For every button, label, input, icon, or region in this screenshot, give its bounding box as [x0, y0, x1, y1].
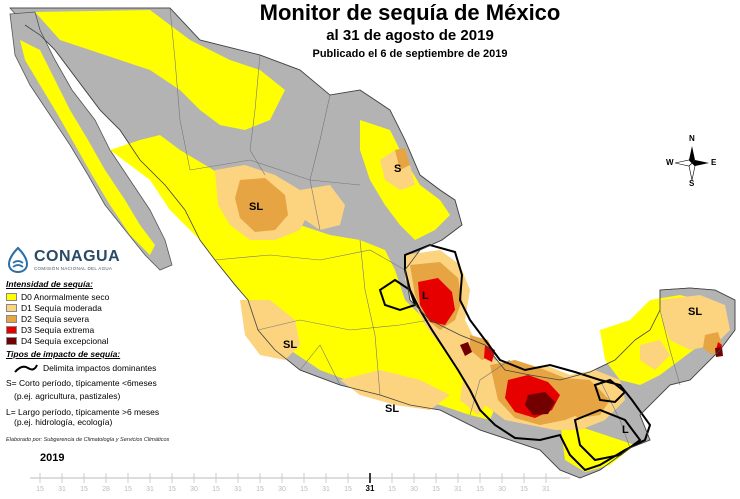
timeline-label[interactable]: 30 [190, 486, 198, 493]
timeline: 15 31 15 28 15 31 15 30 15 31 15 30 15 31 15 31 15 30 15 31… [30, 464, 570, 499]
legend-intensity-title: Intensidad de sequía: [6, 279, 93, 289]
timeline-label[interactable]: 28 [102, 486, 110, 493]
compass-icon [674, 146, 709, 181]
legend-impact-line-label: Delimita impactos dominantes [43, 363, 157, 373]
timeline-label[interactable]: 15 [256, 486, 264, 493]
timeline-label[interactable]: 30 [410, 486, 418, 493]
map-published: Publicado el 6 de septiembre de 2019 [312, 48, 508, 60]
timeline-label[interactable]: 15 [388, 486, 396, 493]
legend-long-term-example: (p.ej. hidrología, ecología) [14, 417, 113, 427]
title-block: Monitor de sequía de México al 31 de ago… [180, 0, 640, 62]
legend-impact-title: Tipos de impacto de sequía: [6, 349, 121, 359]
timeline-label[interactable]: 30 [498, 486, 506, 493]
map-label-l-east: L [422, 290, 429, 302]
timeline-axis [30, 473, 570, 483]
timeline-label[interactable]: 31 [542, 486, 550, 493]
compass-w: W [666, 158, 674, 167]
timeline-label[interactable]: 15 [300, 486, 308, 493]
legend-impact-line: Delimita impactos dominantes [6, 361, 211, 375]
map-date: al 31 de agosto de 2019 [326, 27, 494, 44]
legend-item-d0: D0 Anormalmente seco [6, 291, 211, 302]
map-label-sl-north: SL [249, 201, 264, 213]
legend-item-d1: D1 Sequía moderada [6, 302, 211, 313]
compass-s: S [689, 179, 695, 188]
state-boundaries [169, 7, 681, 449]
legend-swatch-d1 [6, 303, 17, 312]
compass-rose: N S W E [666, 134, 717, 190]
conagua-logo: CONAGUA COMISIÓN NACIONAL DEL AGUA [6, 246, 136, 276]
timeline-label[interactable]: 15 [432, 486, 440, 493]
timeline-label[interactable]: 15 [124, 486, 132, 493]
legend-label-d4: D4 Sequía excepcional [21, 335, 109, 346]
compass-e: E [711, 158, 717, 167]
map-label-l-chiapas: L [622, 424, 629, 436]
legend-label-d1: D1 Sequía moderada [21, 302, 102, 313]
timeline-label[interactable]: 31 [234, 486, 242, 493]
timeline-label[interactable]: 15 [520, 486, 528, 493]
timeline-year: 2019 [40, 452, 65, 464]
legend-short-term: S= Corto período, típicamente <6meses [6, 378, 157, 388]
legend-swatch-d2 [6, 314, 17, 323]
timeline-label[interactable]: 15 [36, 486, 44, 493]
legend-swatch-d4 [6, 336, 17, 345]
legend: Intensidad de sequía: D0 Anormalmente se… [6, 279, 211, 427]
map-label-sl-yucatan: SL [688, 306, 703, 318]
legend-long-term: L= Largo período, típicamente >6 meses [6, 407, 160, 417]
d4-regions [460, 342, 723, 415]
legend-label-d0: D0 Anormalmente seco [21, 291, 110, 302]
legend-item-d3: D3 Sequía extrema [6, 324, 211, 335]
legend-swatch-d0 [6, 292, 17, 301]
timeline-label[interactable]: 31 [146, 486, 154, 493]
credit-line: Elaborado por: Subgerencia de Climatolog… [6, 437, 170, 443]
timeline-label[interactable]: 31 [322, 486, 330, 493]
timeline-label[interactable]: 15 [80, 486, 88, 493]
legend-item-d2: D2 Sequía severa [6, 313, 211, 324]
logo-name: CONAGUA [34, 248, 121, 265]
timeline-label[interactable]: 31 [454, 486, 462, 493]
impact-line-icon [14, 364, 38, 373]
timeline-label[interactable]: 15 [168, 486, 176, 493]
legend-item-d4: D4 Sequía excepcional [6, 335, 211, 346]
timeline-label[interactable]: 31 [58, 486, 66, 493]
legend-short-term-example: (p.ej. agricultura, pastizales) [14, 391, 121, 401]
compass-n: N [689, 134, 695, 143]
legend-label-d2: D2 Sequía severa [21, 313, 90, 324]
timeline-label[interactable]: 15 [476, 486, 484, 493]
timeline-label[interactable]: 30 [278, 486, 286, 493]
logo-subtitle: COMISIÓN NACIONAL DEL AGUA [34, 266, 113, 271]
timeline-label[interactable]: 31 [365, 484, 375, 493]
legend-swatch-d3 [6, 325, 17, 334]
conagua-logo-icon [7, 246, 29, 274]
map-label-s-north: S [394, 163, 402, 175]
coastline [10, 7, 736, 479]
timeline-label[interactable]: 15 [344, 486, 352, 493]
legend-label-d3: D3 Sequía extrema [21, 324, 95, 335]
map-label-sl-west: SL [283, 339, 298, 351]
d0-regions [20, 10, 720, 472]
map-title: Monitor de sequía de México [259, 0, 561, 25]
timeline-label[interactable]: 15 [212, 486, 220, 493]
map-label-sl-south: SL [385, 403, 400, 415]
